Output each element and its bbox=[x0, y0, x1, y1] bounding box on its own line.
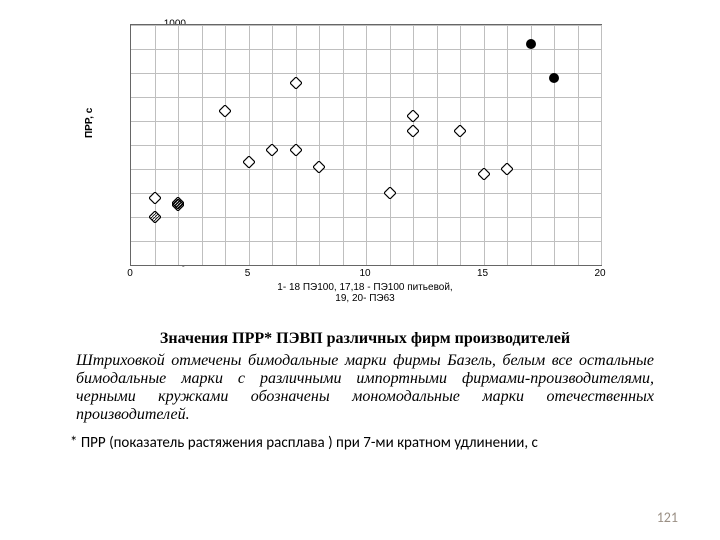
data-point bbox=[149, 192, 161, 204]
data-point bbox=[149, 211, 161, 223]
x-tick: 5 bbox=[245, 268, 251, 279]
page-number: 121 bbox=[657, 509, 678, 526]
chart-footnote: * ПРР (показатель растяжения расплава ) … bbox=[70, 434, 660, 452]
data-point bbox=[501, 163, 513, 175]
data-point bbox=[526, 39, 536, 49]
data-point bbox=[290, 77, 302, 89]
data-point bbox=[454, 125, 466, 137]
y-axis-label: ПРР, с bbox=[84, 108, 95, 138]
x-tick: 15 bbox=[477, 268, 488, 279]
data-point bbox=[407, 125, 419, 137]
plot-area bbox=[130, 24, 602, 266]
data-point bbox=[243, 156, 255, 168]
x-tick: 0 bbox=[127, 268, 133, 279]
caption-block: Значения ПРР* ПЭВП различных фирм произв… bbox=[70, 330, 660, 452]
chart-description: Штриховкой отмечены бимодальные марки фи… bbox=[76, 352, 654, 424]
data-point bbox=[478, 168, 490, 180]
prr-scatter-chart: ПРР, с 01002003004005006007008009001000 … bbox=[90, 18, 620, 308]
x-axis-label: 1- 18 ПЭ100, 17,18 - ПЭ100 питьевой, 19,… bbox=[130, 282, 600, 304]
x-tick: 20 bbox=[594, 268, 605, 279]
data-point bbox=[549, 73, 559, 83]
chart-title: Значения ПРР* ПЭВП различных фирм произв… bbox=[70, 330, 660, 348]
data-point bbox=[384, 187, 396, 199]
data-point bbox=[290, 144, 302, 156]
data-point bbox=[313, 161, 325, 173]
data-point bbox=[172, 197, 184, 209]
data-point bbox=[266, 144, 278, 156]
x-tick: 10 bbox=[359, 268, 370, 279]
data-point bbox=[219, 105, 231, 117]
data-point bbox=[407, 110, 419, 122]
